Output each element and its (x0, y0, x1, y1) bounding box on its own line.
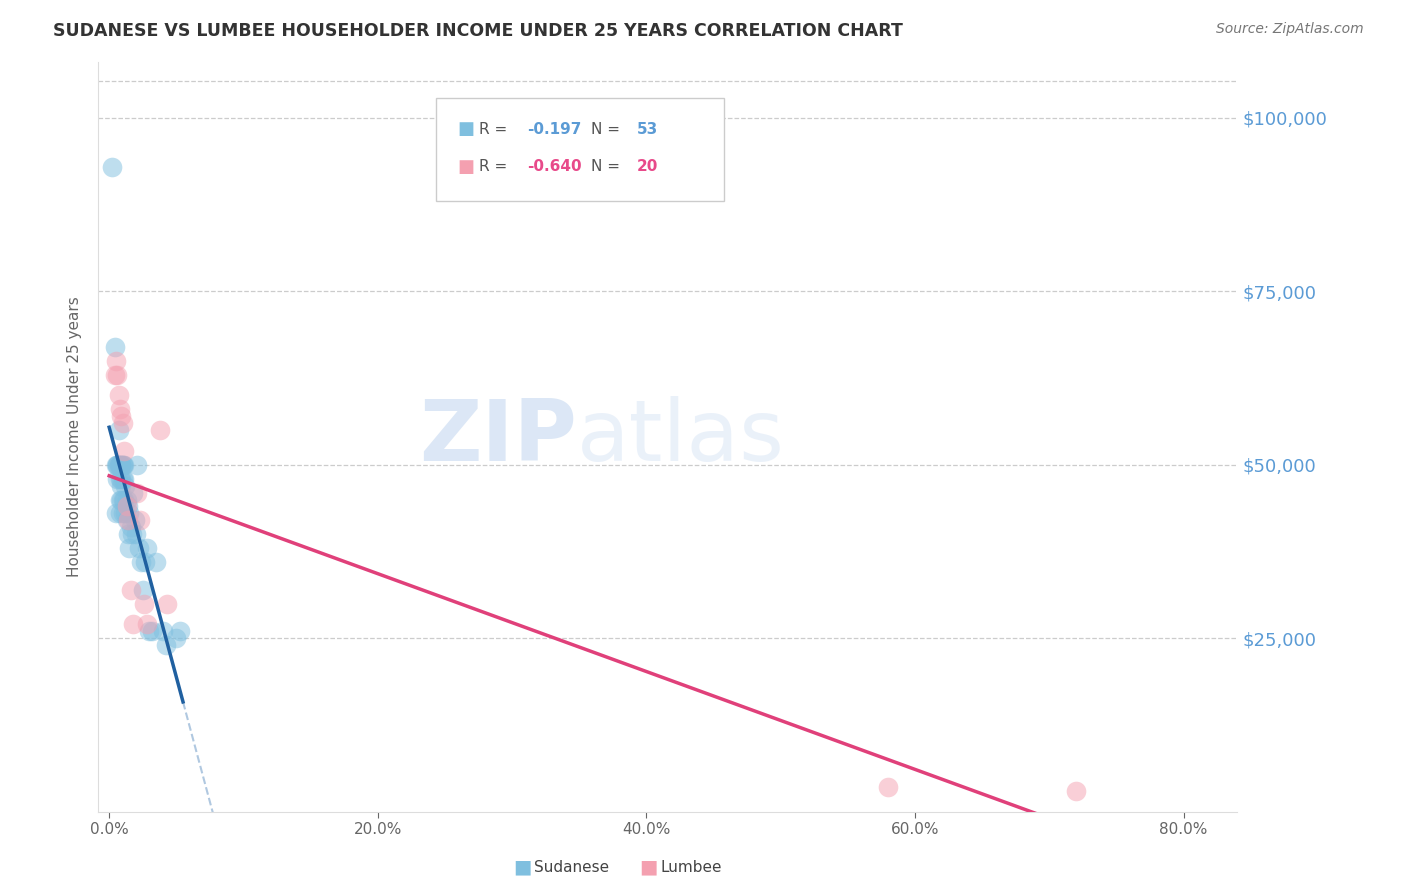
Text: 53: 53 (637, 122, 658, 136)
Text: 20: 20 (637, 160, 658, 174)
Point (107, 458, 129, 472)
Text: Lumbee: Lumbee (661, 860, 723, 874)
Text: Sudanese: Sudanese (534, 860, 609, 874)
Point (118, 507, 141, 521)
Text: ■: ■ (640, 857, 658, 877)
Point (124, 513, 146, 527)
Point (112, 472, 135, 486)
Point (104, 507, 127, 521)
Text: ■: ■ (513, 857, 531, 877)
Point (107, 423, 129, 437)
Point (134, 555, 156, 569)
Point (104, 458, 127, 472)
Text: R =: R = (479, 122, 513, 136)
Point (120, 582, 142, 597)
Point (112, 444, 135, 458)
Point (122, 617, 145, 632)
Point (877, 780, 900, 795)
Point (127, 458, 149, 472)
Point (127, 485, 149, 500)
Point (114, 507, 136, 521)
Point (105, 472, 128, 486)
Point (107, 458, 129, 472)
Text: N =: N = (591, 160, 624, 174)
Text: ■: ■ (457, 120, 474, 138)
Point (128, 541, 150, 555)
Point (117, 513, 139, 527)
Point (108, 472, 131, 486)
Point (152, 624, 174, 639)
Point (125, 527, 148, 541)
Point (132, 582, 155, 597)
Point (115, 500, 138, 514)
Text: SUDANESE VS LUMBEE HOUSEHOLDER INCOME UNDER 25 YEARS CORRELATION CHART: SUDANESE VS LUMBEE HOUSEHOLDER INCOME UN… (53, 22, 903, 40)
Point (114, 478, 136, 492)
Point (111, 492, 134, 507)
Point (112, 458, 135, 472)
Point (108, 458, 131, 472)
Point (110, 409, 132, 424)
Text: ZIP: ZIP (419, 395, 576, 479)
Text: Source: ZipAtlas.com: Source: ZipAtlas.com (1216, 22, 1364, 37)
Point (135, 617, 157, 632)
Point (169, 624, 191, 639)
Point (110, 478, 132, 492)
Text: -0.640: -0.640 (527, 160, 582, 174)
Text: -0.197: -0.197 (527, 122, 582, 136)
Point (165, 632, 187, 646)
Point (155, 638, 177, 652)
Point (138, 624, 160, 639)
Text: N =: N = (591, 122, 624, 136)
Point (156, 597, 179, 611)
Point (108, 492, 131, 507)
Point (135, 541, 157, 555)
Point (108, 402, 131, 417)
Point (118, 541, 141, 555)
Point (112, 492, 135, 507)
Point (145, 555, 167, 569)
Text: atlas: atlas (576, 395, 785, 479)
Point (117, 527, 139, 541)
Point (110, 472, 132, 486)
Point (1064, 784, 1087, 798)
Point (111, 472, 134, 486)
Point (132, 597, 155, 611)
Point (117, 500, 139, 514)
Point (115, 513, 138, 527)
Point (111, 507, 134, 521)
Text: R =: R = (479, 160, 513, 174)
Point (111, 458, 134, 472)
Point (108, 507, 131, 521)
Point (131, 555, 153, 569)
Point (101, 160, 124, 174)
Text: ■: ■ (457, 158, 474, 176)
Point (103, 368, 125, 382)
Point (141, 624, 163, 639)
Point (111, 416, 134, 430)
Point (110, 458, 132, 472)
Point (110, 458, 132, 472)
Point (121, 527, 143, 541)
Point (149, 423, 172, 437)
Point (115, 492, 138, 507)
Point (122, 485, 145, 500)
Point (105, 368, 128, 382)
Point (111, 458, 134, 472)
Point (105, 458, 128, 472)
Point (110, 492, 132, 507)
Point (103, 340, 125, 354)
Point (107, 388, 129, 402)
Point (105, 458, 128, 472)
Point (104, 353, 127, 368)
Point (129, 513, 152, 527)
Y-axis label: Householder Income Under 25 years: Householder Income Under 25 years (67, 297, 83, 577)
Point (120, 520, 142, 534)
